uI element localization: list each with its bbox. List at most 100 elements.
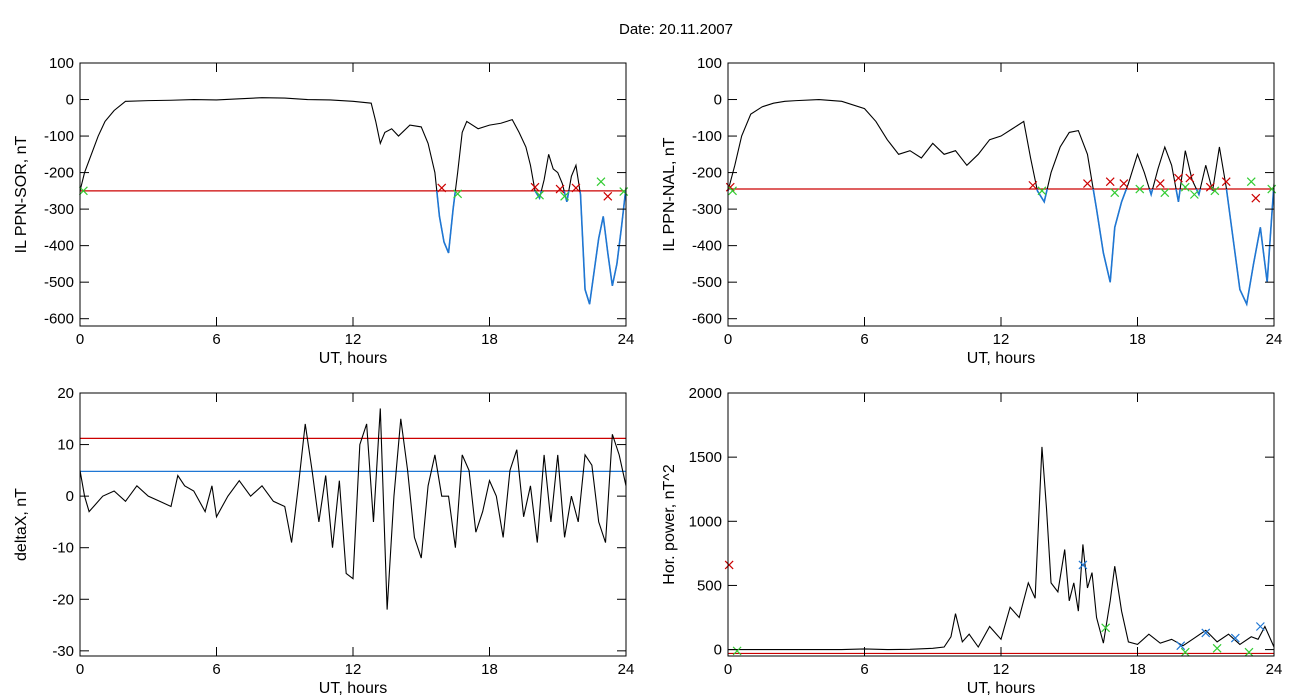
x-tick-label: 6 <box>860 661 868 678</box>
chart-panel-3: 0 6 12 18 24 20 10 0 -10 -20 -30 UT, hours deltaX, n… <box>13 385 634 697</box>
x-tick-label: 0 <box>76 331 84 348</box>
figure-title: Date: 20.11.2007 <box>619 21 733 38</box>
y-tick-label: -600 <box>692 311 722 328</box>
marker-x <box>728 186 737 196</box>
marker-x <box>1176 641 1186 651</box>
series-line <box>80 408 626 610</box>
x-tick-label: 6 <box>860 331 868 348</box>
y-axis-label: Hor. power, nT^2 <box>661 464 678 585</box>
marker-x <box>724 560 734 570</box>
marker-x <box>1037 186 1047 196</box>
y-tick-label: 1000 <box>689 513 722 530</box>
x-tick-label: 18 <box>481 331 498 348</box>
y-tick-label: 500 <box>697 577 722 594</box>
y-tick-label: 0 <box>714 92 722 109</box>
x-tick-label: 18 <box>1129 661 1146 678</box>
x-tick-label: 12 <box>345 331 362 348</box>
marker-x <box>530 182 540 192</box>
marker-x <box>78 186 88 196</box>
plot-frame <box>727 392 1275 657</box>
marker-x <box>560 191 569 201</box>
marker-x <box>1205 182 1215 192</box>
marker-x <box>1201 628 1211 638</box>
marker-x <box>1078 560 1088 570</box>
y-tick-label: -200 <box>692 165 722 182</box>
plot-frame <box>727 62 1275 327</box>
y-tick-label: 100 <box>49 55 74 72</box>
y-tick-label: -300 <box>44 201 74 218</box>
chart-panel-1: 0 6 12 18 24 100 0 -100 -200 -300 -400 -500 -600 UT, … <box>13 55 634 367</box>
y-axis-label: IL PPN-SOR, nT <box>13 135 30 253</box>
y-tick-label: -500 <box>692 274 722 291</box>
marker-x <box>1246 177 1256 187</box>
x-tick-label: 0 <box>724 661 732 678</box>
x-tick-label: 6 <box>212 331 220 348</box>
x-tick-label: 24 <box>1266 331 1283 348</box>
marker-x <box>619 187 629 197</box>
x-tick-label: 24 <box>618 661 635 678</box>
marker-x <box>1185 173 1195 183</box>
y-tick-label: -600 <box>44 311 74 328</box>
marker-x <box>1155 179 1165 188</box>
y-tick-label: -100 <box>692 128 722 145</box>
marker-x <box>1212 643 1222 653</box>
marker-x <box>1174 173 1183 183</box>
marker-x <box>603 191 613 201</box>
marker-x <box>1101 623 1111 633</box>
x-axis-label: UT, hours <box>319 680 387 697</box>
y-tick-label: -300 <box>692 201 722 218</box>
y-tick-label: -200 <box>44 165 74 182</box>
marker-x <box>571 183 581 193</box>
marker-x <box>1135 184 1145 194</box>
marker-x <box>1110 188 1120 198</box>
series-line <box>728 446 1274 651</box>
y-tick-label: 2000 <box>689 385 722 402</box>
marker-x <box>1230 633 1240 643</box>
x-axis-label: UT, hours <box>967 680 1035 697</box>
x-tick-label: 12 <box>345 661 362 678</box>
x-tick-label: 6 <box>212 661 220 678</box>
marker-x <box>1119 179 1129 188</box>
marker-x <box>437 183 447 193</box>
y-tick-label: 0 <box>714 642 722 659</box>
chart-panel-2: 0 6 12 18 24 100 0 -100 -200 -300 -400 -500 -600 UT, … <box>661 55 1282 367</box>
marker-x <box>1210 186 1220 196</box>
series-line-below-threshold <box>80 190 626 305</box>
x-tick-label: 0 <box>724 331 732 348</box>
series-line <box>80 97 626 305</box>
marker-x <box>1083 179 1092 188</box>
panels: 0 6 12 18 241000-100-200-300-400-500-600UT, … <box>13 55 1282 697</box>
x-tick-label: 18 <box>1129 331 1146 348</box>
y-tick-label: -30 <box>52 643 74 660</box>
marker-x <box>596 177 606 187</box>
marker-x <box>453 189 463 199</box>
plot-frame <box>79 392 627 657</box>
y-tick-label: 100 <box>697 55 722 72</box>
y-axis-label: deltaX, nT <box>13 488 30 561</box>
marker-x <box>732 646 742 656</box>
x-tick-label: 18 <box>481 661 498 678</box>
y-tick-label: -100 <box>44 128 74 145</box>
y-tick-label: -400 <box>692 238 722 255</box>
y-tick-label: 0 <box>66 488 74 505</box>
marker-x <box>1189 190 1199 199</box>
y-tick-label: -500 <box>44 274 74 291</box>
marker-x <box>1180 182 1190 192</box>
marker-x <box>535 190 544 200</box>
y-tick-label: -20 <box>52 591 74 608</box>
marker-x <box>1244 647 1254 657</box>
x-tick-label: 24 <box>1266 661 1283 678</box>
y-axis-label: IL PPN-NAL, nT <box>661 137 678 251</box>
x-tick-label: 12 <box>993 331 1010 348</box>
y-tick-label: 0 <box>66 92 74 109</box>
marker-x <box>1251 193 1261 203</box>
marker-x <box>1105 177 1115 187</box>
marker-x <box>555 184 565 194</box>
x-axis-label: UT, hours <box>967 350 1035 367</box>
series-line <box>728 98 1274 306</box>
series-line-below-threshold <box>728 189 1274 307</box>
marker-x <box>1160 188 1170 198</box>
y-tick-label: 10 <box>57 437 74 454</box>
x-tick-label: 12 <box>993 661 1010 678</box>
